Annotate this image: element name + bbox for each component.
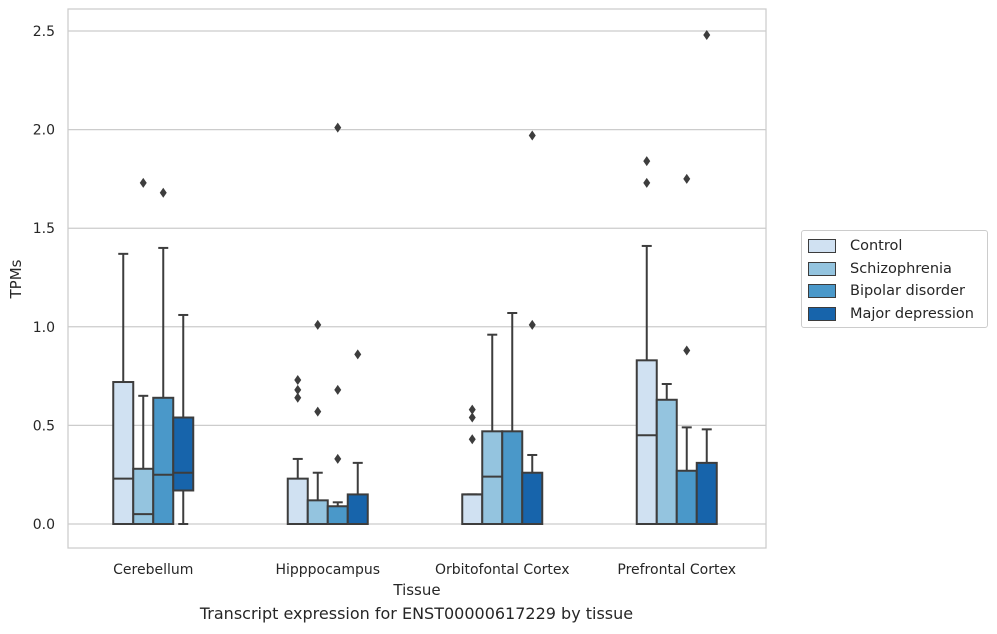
outlier-point — [314, 406, 322, 417]
box-control — [635, 156, 658, 525]
outlier-point — [354, 349, 362, 360]
legend-swatch — [808, 284, 836, 299]
outlier-point — [643, 156, 651, 167]
outlier-point — [294, 375, 302, 386]
outlier-point — [528, 319, 536, 330]
y-tick-label: 0.0 — [33, 517, 55, 533]
iqr-box — [346, 493, 369, 526]
iqr-box — [112, 381, 135, 525]
legend-label: Bipolar disorder — [850, 283, 965, 300]
outlier-point — [468, 404, 476, 415]
outlier-point — [334, 384, 342, 395]
box-schizophrenia — [132, 177, 155, 525]
outlier-point — [683, 345, 691, 356]
legend-swatch — [808, 239, 836, 254]
legend: Control Schizophrenia Bipolar disorder Majo… — [801, 230, 988, 328]
y-tick-label: 0.5 — [33, 418, 55, 434]
iqr-box — [655, 398, 678, 526]
y-tick-label: 1.5 — [33, 221, 55, 237]
iqr-box — [521, 471, 544, 525]
legend-label: Schizophrenia — [850, 260, 952, 277]
x-axis-label: Tissue — [392, 581, 440, 599]
iqr-box — [695, 461, 718, 526]
y-axis-label: TPMs — [7, 259, 25, 299]
iqr-box — [132, 467, 155, 525]
legend-item: Schizophrenia — [808, 258, 981, 281]
legend-label: Major depression — [850, 305, 974, 322]
outlier-point — [334, 453, 342, 464]
box-control — [112, 252, 135, 525]
box-bipolar-disorder — [675, 173, 698, 526]
legend-item: Control — [808, 235, 981, 258]
outlier-point — [294, 384, 302, 395]
iqr-box — [152, 396, 175, 525]
box-major-depression — [172, 313, 195, 525]
iqr-box — [306, 499, 329, 525]
box-bipolar-disorder — [326, 122, 349, 526]
iqr-box — [172, 416, 195, 492]
chart-caption: Transcript expression for ENST0000061722… — [199, 604, 634, 623]
iqr-box — [501, 430, 524, 526]
box-control — [461, 404, 484, 526]
y-axis-ticks: 0.0 0.5 1.0 1.5 2.0 2.5 — [33, 24, 55, 533]
box-major-depression — [695, 29, 718, 526]
iqr-box — [461, 493, 484, 526]
iqr-box — [675, 469, 698, 526]
legend-item: Major depression — [808, 303, 981, 326]
boxplots — [112, 29, 718, 526]
box-major-depression — [521, 130, 544, 525]
legend-swatch — [808, 306, 836, 321]
legend-item: Bipolar disorder — [808, 280, 981, 303]
box-schizophrenia — [481, 333, 504, 526]
outlier-point — [703, 29, 711, 40]
box-bipolar-disorder — [152, 187, 175, 525]
x-tick-label: Orbitofontal Cortex — [435, 562, 570, 578]
outlier-point — [683, 173, 691, 184]
box-control — [286, 375, 309, 526]
iqr-box — [286, 477, 309, 526]
y-tick-label: 1.0 — [33, 320, 55, 336]
legend-swatch — [808, 261, 836, 276]
y-tick-label: 2.5 — [33, 24, 55, 40]
x-tick-label: Prefrontal Cortex — [617, 562, 736, 578]
x-tick-label: Hipppocampus — [275, 562, 380, 578]
outlier-point — [314, 319, 322, 330]
legend-label: Control — [850, 238, 903, 255]
box-schizophrenia — [306, 319, 329, 525]
outlier-point — [139, 177, 147, 188]
outlier-point — [468, 412, 476, 423]
outlier-point — [468, 434, 476, 445]
box-bipolar-disorder — [501, 311, 524, 526]
box-major-depression — [346, 349, 369, 526]
outlier-point — [528, 130, 536, 141]
box-schizophrenia — [655, 382, 678, 526]
outlier-point — [643, 177, 651, 188]
outlier-point — [294, 392, 302, 403]
x-axis-ticks: Cerebellum Hipppocampus Orbitofontal Corte… — [113, 562, 736, 578]
iqr-box — [635, 359, 658, 525]
plot-frame — [67, 8, 767, 549]
outlier-point — [334, 122, 342, 133]
iqr-box — [326, 505, 349, 526]
y-tick-label: 2.0 — [33, 123, 55, 139]
outlier-point — [159, 187, 167, 198]
x-tick-label: Cerebellum — [113, 562, 193, 578]
